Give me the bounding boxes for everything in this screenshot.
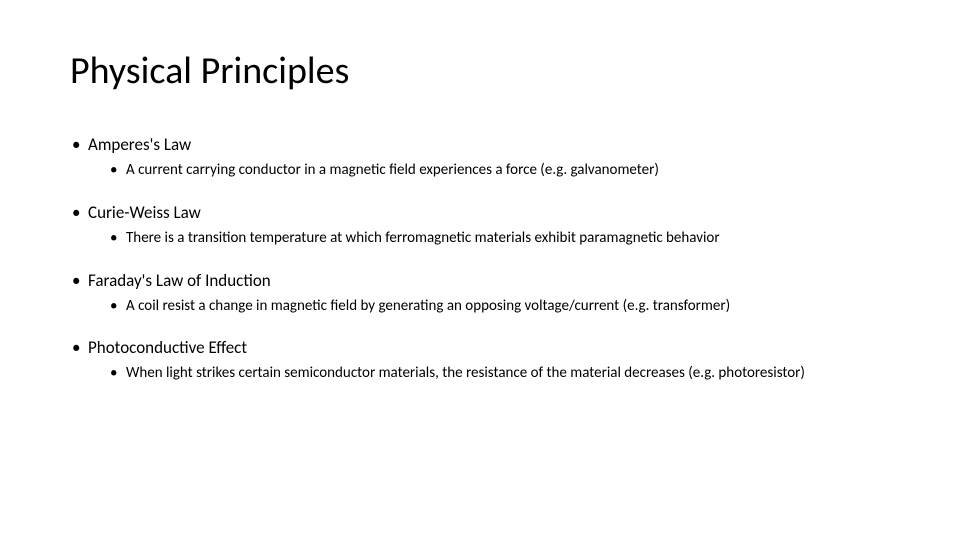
principle-sublist: There is a transition temperature at whi… xyxy=(70,229,890,248)
principle-item: Curie-Weiss Law There is a transition te… xyxy=(70,202,890,248)
principle-name: Curie-Weiss Law xyxy=(70,202,890,223)
principle-detail: A current carrying conductor in a magnet… xyxy=(110,161,890,180)
principle-sublist: A coil resist a change in magnetic field… xyxy=(70,297,890,316)
principle-item: Amperes's Law A current carrying conduct… xyxy=(70,134,890,180)
principle-sublist: A current carrying conductor in a magnet… xyxy=(70,161,890,180)
slide-container: Physical Principles Amperes's Law A curr… xyxy=(0,0,960,540)
slide-title: Physical Principles xyxy=(70,48,890,94)
principle-name: Faraday's Law of Induction xyxy=(70,270,890,291)
principle-name: Photoconductive Effect xyxy=(70,337,890,358)
principle-item: Photoconductive Effect When light strike… xyxy=(70,337,890,383)
principles-list: Amperes's Law A current carrying conduct… xyxy=(70,134,890,383)
principle-sublist: When light strikes certain semiconductor… xyxy=(70,364,890,383)
principle-detail: There is a transition temperature at whi… xyxy=(110,229,890,248)
principle-item: Faraday's Law of Induction A coil resist… xyxy=(70,270,890,316)
principle-detail: When light strikes certain semiconductor… xyxy=(110,364,890,383)
principle-detail: A coil resist a change in magnetic field… xyxy=(110,297,890,316)
principle-name: Amperes's Law xyxy=(70,134,890,155)
